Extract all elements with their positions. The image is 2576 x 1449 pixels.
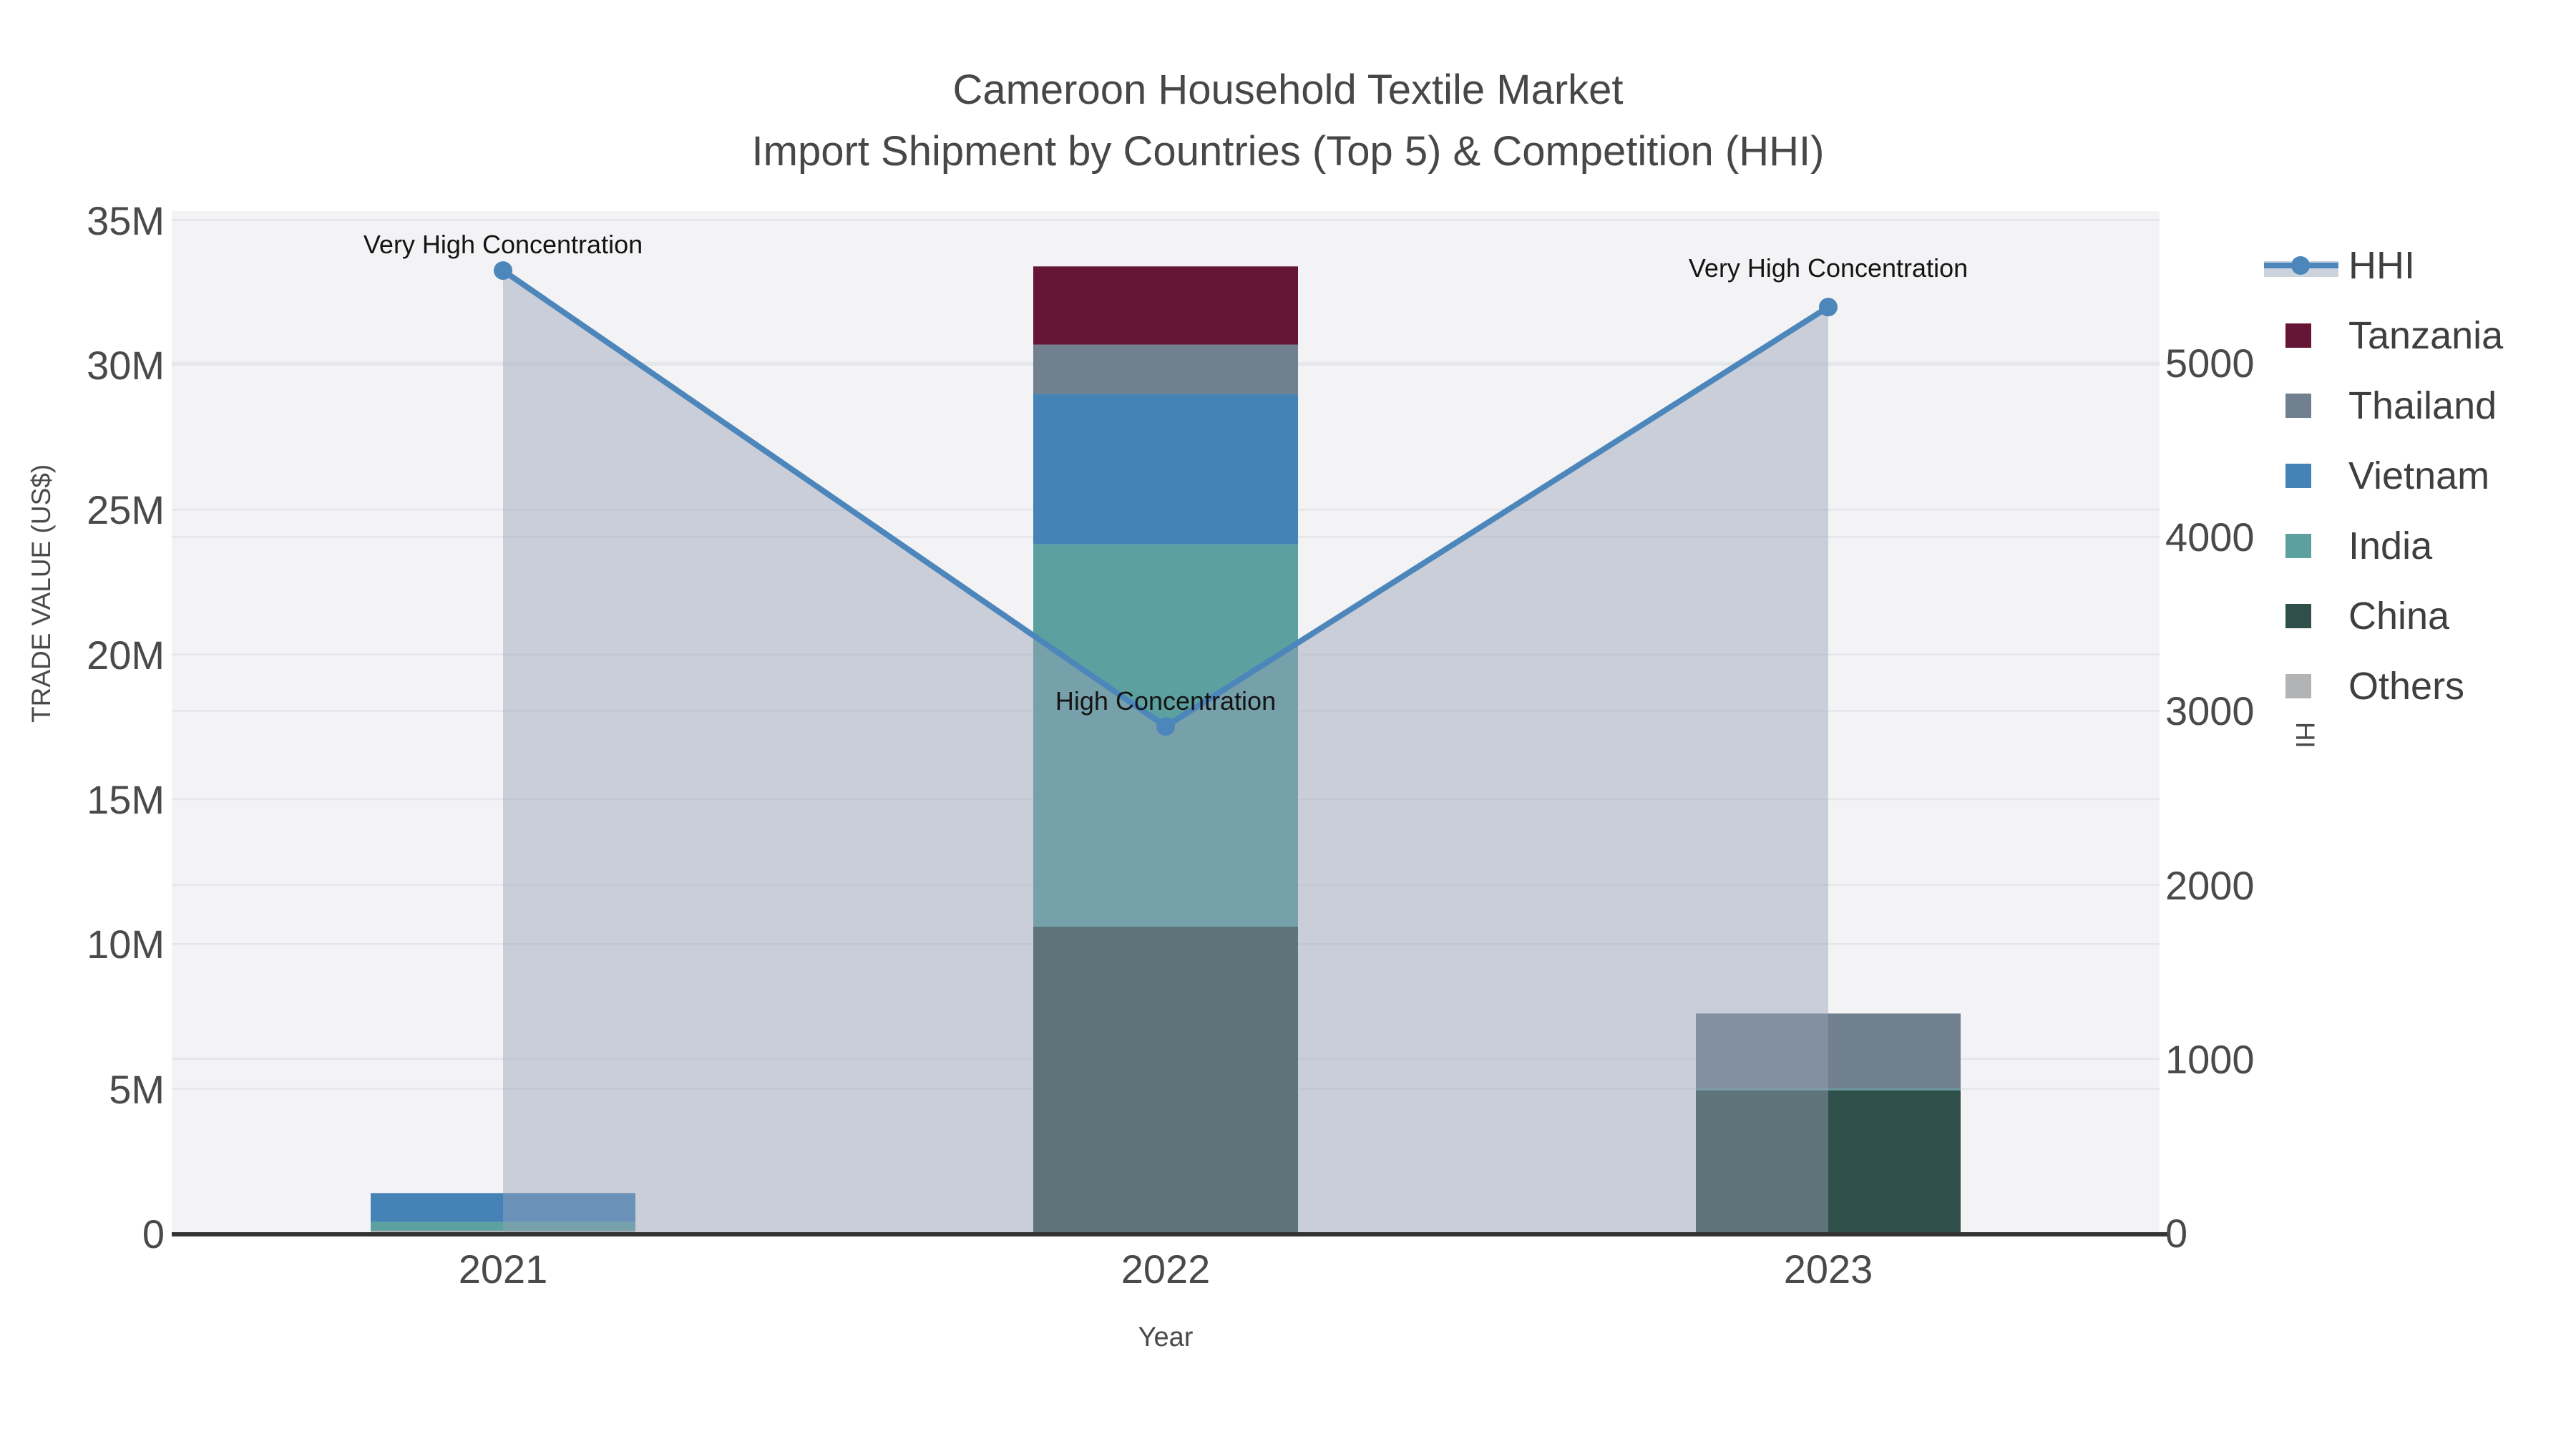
annotation-2022: High Concentration bbox=[1055, 686, 1277, 716]
hhi-area-fill bbox=[503, 270, 1828, 1234]
bar-segment-china-2023[interactable] bbox=[1696, 1090, 1961, 1234]
x-tick-2023: 2023 bbox=[1783, 1246, 1873, 1292]
x-axis-title: Year bbox=[1138, 1322, 1194, 1352]
bar-segment-india-2021[interactable] bbox=[371, 1221, 635, 1231]
y-right-tick-2000: 2000 bbox=[2165, 862, 2255, 908]
hhi-marker-2023[interactable] bbox=[1819, 298, 1838, 317]
bar-segment-vietnam-2022[interactable] bbox=[1033, 394, 1298, 545]
india-swatch-icon bbox=[2258, 511, 2341, 581]
legend-color-swatch bbox=[2285, 534, 2311, 558]
legend-label: China bbox=[2348, 595, 2450, 638]
y-left-tick-25M: 25M bbox=[87, 487, 165, 533]
x-axis-line bbox=[172, 1232, 2170, 1236]
chart-title-line1: Cameroon Household Textile Market bbox=[952, 67, 1624, 113]
y-right-tick-3000: 3000 bbox=[2165, 688, 2255, 734]
annotation-2023: Very High Concentration bbox=[1688, 253, 1968, 283]
legend-color-swatch bbox=[2285, 394, 2311, 418]
others-swatch-icon bbox=[2258, 651, 2341, 721]
legend-item-china[interactable]: China bbox=[2258, 581, 2576, 651]
y-left-tick-5M: 5M bbox=[109, 1066, 165, 1112]
legend-label: Tanzania bbox=[2348, 314, 2504, 357]
bar-segment-vietnam-2021[interactable] bbox=[371, 1193, 635, 1222]
hhi-marker-2021[interactable] bbox=[494, 261, 512, 280]
legend-label: HHI bbox=[2348, 244, 2415, 287]
legend-item-vietnam[interactable]: Vietnam bbox=[2258, 441, 2576, 511]
legend-label: Others bbox=[2348, 665, 2465, 708]
y-left-tick-0: 0 bbox=[142, 1211, 165, 1257]
bar-segment-thailand-2023[interactable] bbox=[1696, 1013, 1961, 1089]
chart-title-line2: Import Shipment by Countries (Top 5) & C… bbox=[751, 128, 1825, 175]
vietnam-swatch-icon bbox=[2258, 441, 2341, 511]
y-right-tick-1000: 1000 bbox=[2165, 1036, 2255, 1082]
y-left-tick-35M: 35M bbox=[87, 197, 165, 243]
china-swatch-icon bbox=[2258, 581, 2341, 651]
legend-color-swatch bbox=[2285, 464, 2311, 488]
x-tick-2022: 2022 bbox=[1121, 1246, 1211, 1292]
y-left-tick-10M: 10M bbox=[87, 922, 165, 967]
thailand-swatch-icon bbox=[2258, 371, 2341, 441]
bar-segment-thailand-2022[interactable] bbox=[1033, 344, 1298, 394]
annotation-2021: Very High Concentration bbox=[363, 230, 643, 260]
legend-label: Thailand bbox=[2348, 384, 2497, 427]
legend-label: India bbox=[2348, 525, 2433, 567]
hhi-line-legend-icon bbox=[2258, 230, 2341, 301]
legend: HHI Tanzania Thailand Vietnam India China Othe… bbox=[2258, 230, 2576, 723]
y-right-tick-5000: 5000 bbox=[2165, 341, 2255, 386]
legend-color-swatch bbox=[2285, 674, 2311, 698]
legend-item-others[interactable]: Others bbox=[2258, 651, 2576, 721]
legend-item-thailand[interactable]: Thailand bbox=[2258, 371, 2576, 441]
legend-color-swatch bbox=[2285, 323, 2311, 348]
legend-item-tanzania[interactable]: Tanzania bbox=[2258, 301, 2576, 371]
tanzania-swatch-icon bbox=[2258, 301, 2341, 371]
hhi-marker-2022[interactable] bbox=[1156, 717, 1175, 736]
y-left-tick-30M: 30M bbox=[87, 342, 165, 388]
bar-segment-china-2022[interactable] bbox=[1033, 927, 1298, 1234]
y-left-tick-15M: 15M bbox=[87, 776, 165, 822]
x-tick-2021: 2021 bbox=[458, 1246, 548, 1292]
legend-label: Vietnam bbox=[2348, 454, 2490, 497]
bar-segment-tanzania-2022[interactable] bbox=[1033, 266, 1298, 345]
bar-segment-india-2023[interactable] bbox=[1696, 1088, 1961, 1091]
bar-segment-others-2021[interactable] bbox=[371, 1230, 635, 1234]
y-right-tick-0: 0 bbox=[2165, 1211, 2188, 1256]
legend-item-hhi[interactable]: HHI bbox=[2258, 230, 2576, 301]
y-left-tick-20M: 20M bbox=[87, 632, 165, 678]
legend-dot bbox=[2291, 256, 2310, 275]
legend-item-india[interactable]: India bbox=[2258, 511, 2576, 581]
y-right-tick-4000: 4000 bbox=[2165, 514, 2255, 560]
legend-color-swatch bbox=[2285, 604, 2311, 628]
